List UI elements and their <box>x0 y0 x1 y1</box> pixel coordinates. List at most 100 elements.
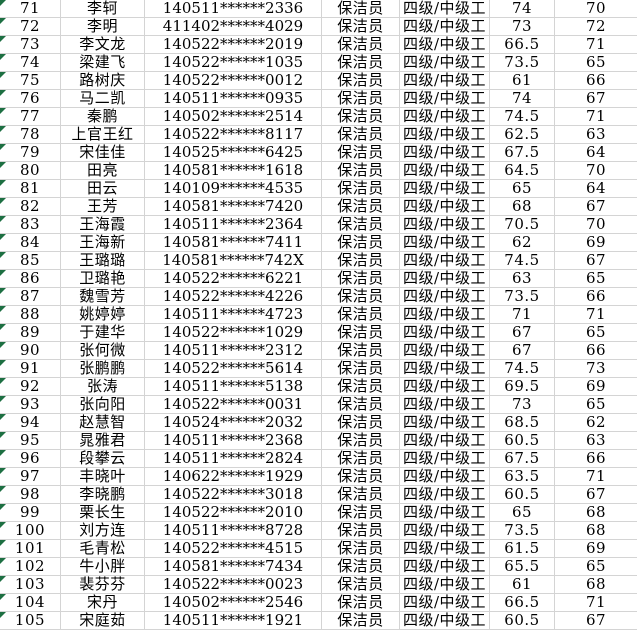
cell-score1[interactable]: 68.5 <box>490 414 555 432</box>
cell-masked-id[interactable]: 140522******0031 <box>145 396 322 414</box>
cell-score1[interactable]: 65 <box>490 504 555 522</box>
cell-row-number[interactable]: 91 <box>0 360 61 378</box>
cell-row-number[interactable]: 95 <box>0 432 61 450</box>
cell-person-name[interactable]: 赵慧智 <box>61 414 145 432</box>
cell-masked-id[interactable]: 140511******2368 <box>145 432 322 450</box>
cell-job-title[interactable]: 保洁员 <box>322 306 400 324</box>
cell-skill-level[interactable]: 四级/中级工 <box>400 306 490 324</box>
cell-person-name[interactable]: 张涛 <box>61 378 145 396</box>
cell-score1[interactable]: 61.5 <box>490 540 555 558</box>
cell-masked-id[interactable]: 140522******8117 <box>145 126 322 144</box>
cell-job-title[interactable]: 保洁员 <box>322 342 400 360</box>
cell-person-name[interactable]: 丰晓叶 <box>61 468 145 486</box>
cell-row-number[interactable]: 97 <box>0 468 61 486</box>
cell-job-title[interactable]: 保洁员 <box>322 432 400 450</box>
cell-score2[interactable]: 65 <box>555 396 637 414</box>
cell-job-title[interactable]: 保洁员 <box>322 18 400 36</box>
cell-masked-id[interactable]: 140511******4723 <box>145 306 322 324</box>
cell-score2[interactable]: 68 <box>555 504 637 522</box>
cell-row-number[interactable]: 81 <box>0 180 61 198</box>
cell-job-title[interactable]: 保洁员 <box>322 504 400 522</box>
cell-score1[interactable]: 67 <box>490 342 555 360</box>
cell-skill-level[interactable]: 四级/中级工 <box>400 18 490 36</box>
cell-score1[interactable]: 65.5 <box>490 558 555 576</box>
cell-person-name[interactable]: 裴芬芬 <box>61 576 145 594</box>
cell-score2[interactable]: 65 <box>555 54 637 72</box>
cell-person-name[interactable]: 牛小胖 <box>61 558 145 576</box>
cell-skill-level[interactable]: 四级/中级工 <box>400 612 490 630</box>
cell-row-number[interactable]: 102 <box>0 558 61 576</box>
cell-score2[interactable]: 64 <box>555 144 637 162</box>
cell-score2[interactable]: 67 <box>555 612 637 630</box>
cell-score1[interactable]: 60.5 <box>490 486 555 504</box>
cell-skill-level[interactable]: 四级/中级工 <box>400 540 490 558</box>
cell-score1[interactable]: 65 <box>490 180 555 198</box>
cell-score2[interactable]: 71 <box>555 468 637 486</box>
cell-job-title[interactable]: 保洁员 <box>322 198 400 216</box>
cell-skill-level[interactable]: 四级/中级工 <box>400 576 490 594</box>
cell-person-name[interactable]: 魏雪芳 <box>61 288 145 306</box>
cell-score1[interactable]: 74 <box>490 90 555 108</box>
cell-masked-id[interactable]: 140522******0012 <box>145 72 322 90</box>
cell-person-name[interactable]: 卫璐艳 <box>61 270 145 288</box>
cell-score1[interactable]: 70.5 <box>490 216 555 234</box>
cell-skill-level[interactable]: 四级/中级工 <box>400 432 490 450</box>
cell-row-number[interactable]: 78 <box>0 126 61 144</box>
cell-row-number[interactable]: 104 <box>0 594 61 612</box>
cell-score2[interactable]: 71 <box>555 594 637 612</box>
cell-masked-id[interactable]: 140524******2032 <box>145 414 322 432</box>
cell-row-number[interactable]: 82 <box>0 198 61 216</box>
cell-skill-level[interactable]: 四级/中级工 <box>400 270 490 288</box>
cell-row-number[interactable]: 73 <box>0 36 61 54</box>
cell-skill-level[interactable]: 四级/中级工 <box>400 324 490 342</box>
cell-person-name[interactable]: 李文龙 <box>61 36 145 54</box>
cell-skill-level[interactable]: 四级/中级工 <box>400 162 490 180</box>
cell-score2[interactable]: 69 <box>555 378 637 396</box>
cell-score1[interactable]: 64.5 <box>490 162 555 180</box>
cell-masked-id[interactable]: 140522******5614 <box>145 360 322 378</box>
cell-job-title[interactable]: 保洁员 <box>322 486 400 504</box>
cell-job-title[interactable]: 保洁员 <box>322 450 400 468</box>
cell-skill-level[interactable]: 四级/中级工 <box>400 468 490 486</box>
cell-score2[interactable]: 70 <box>555 0 637 18</box>
cell-job-title[interactable]: 保洁员 <box>322 522 400 540</box>
cell-masked-id[interactable]: 140522******0023 <box>145 576 322 594</box>
cell-row-number[interactable]: 103 <box>0 576 61 594</box>
cell-masked-id[interactable]: 140581******1618 <box>145 162 322 180</box>
cell-job-title[interactable]: 保洁员 <box>322 414 400 432</box>
cell-score1[interactable]: 61 <box>490 72 555 90</box>
cell-person-name[interactable]: 段攀云 <box>61 450 145 468</box>
cell-row-number[interactable]: 79 <box>0 144 61 162</box>
cell-score1[interactable]: 60.5 <box>490 612 555 630</box>
cell-job-title[interactable]: 保洁员 <box>322 234 400 252</box>
cell-masked-id[interactable]: 140522******2010 <box>145 504 322 522</box>
cell-score2[interactable]: 71 <box>555 306 637 324</box>
cell-masked-id[interactable]: 140522******4515 <box>145 540 322 558</box>
cell-job-title[interactable]: 保洁员 <box>322 90 400 108</box>
cell-score1[interactable]: 73 <box>490 396 555 414</box>
cell-skill-level[interactable]: 四级/中级工 <box>400 558 490 576</box>
cell-score1[interactable]: 66.5 <box>490 36 555 54</box>
cell-score2[interactable]: 68 <box>555 576 637 594</box>
cell-person-name[interactable]: 秦鹏 <box>61 108 145 126</box>
cell-score2[interactable]: 66 <box>555 288 637 306</box>
cell-job-title[interactable]: 保洁员 <box>322 576 400 594</box>
cell-job-title[interactable]: 保洁员 <box>322 360 400 378</box>
cell-row-number[interactable]: 101 <box>0 540 61 558</box>
cell-skill-level[interactable]: 四级/中级工 <box>400 198 490 216</box>
cell-masked-id[interactable]: 411402******4029 <box>145 18 322 36</box>
cell-masked-id[interactable]: 140502******2514 <box>145 108 322 126</box>
cell-person-name[interactable]: 上官王红 <box>61 126 145 144</box>
cell-person-name[interactable]: 王海霞 <box>61 216 145 234</box>
cell-person-name[interactable]: 田亮 <box>61 162 145 180</box>
cell-score1[interactable]: 67.5 <box>490 450 555 468</box>
cell-masked-id[interactable]: 140511******5138 <box>145 378 322 396</box>
cell-masked-id[interactable]: 140511******2824 <box>145 450 322 468</box>
cell-person-name[interactable]: 刘方连 <box>61 522 145 540</box>
cell-person-name[interactable]: 李晓鹏 <box>61 486 145 504</box>
cell-skill-level[interactable]: 四级/中级工 <box>400 378 490 396</box>
cell-score1[interactable]: 60.5 <box>490 432 555 450</box>
cell-skill-level[interactable]: 四级/中级工 <box>400 522 490 540</box>
cell-masked-id[interactable]: 140622******1929 <box>145 468 322 486</box>
cell-job-title[interactable]: 保洁员 <box>322 126 400 144</box>
